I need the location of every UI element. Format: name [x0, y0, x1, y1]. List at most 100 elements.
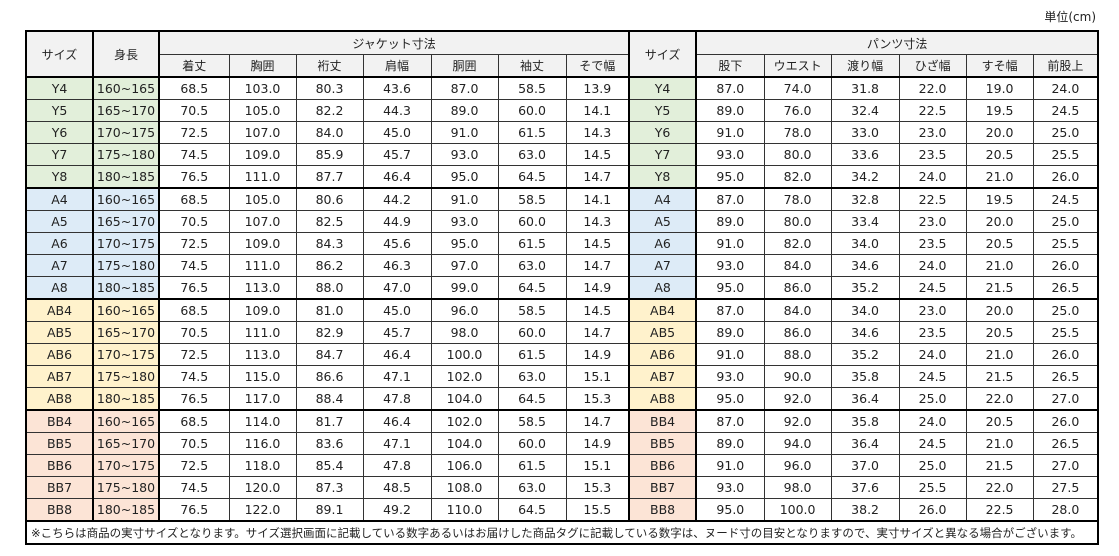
- jacket-value: 45.7: [362, 143, 432, 166]
- header-pants-col: 股下: [695, 54, 765, 78]
- jacket-value: 14.3: [565, 210, 631, 233]
- jacket-value: 70.5: [158, 99, 230, 122]
- height-cell: 165~170: [92, 321, 160, 344]
- jacket-value: 84.0: [295, 121, 364, 144]
- pants-value: 32.4: [830, 99, 900, 122]
- jacket-value: 116.0: [228, 432, 297, 455]
- jacket-value: 58.5: [497, 298, 567, 322]
- footnote: ※こちらは商品の実寸サイズとなります。サイズ選択画面に記載している数字あるいはお…: [25, 520, 1099, 545]
- pants-value: 91.0: [695, 454, 765, 477]
- pants-value: 78.0: [763, 121, 832, 144]
- jacket-value: 96.0: [430, 298, 499, 322]
- pants-value: 24.5: [898, 432, 967, 455]
- jacket-value: 68.5: [158, 187, 230, 211]
- pants-value: 26.5: [1032, 276, 1099, 300]
- size-cell: BB5: [25, 432, 94, 455]
- size-cell: BB4: [25, 409, 94, 433]
- size-cell: BB6: [25, 454, 94, 477]
- table-row: A4 160~165 68.5 105.0 80.6 44.2 91.0 58.5 14.1 A4…: [25, 187, 1099, 211]
- pants-value: 21.5: [965, 365, 1034, 388]
- height-cell: 165~170: [92, 432, 160, 455]
- pants-value: 21.5: [965, 454, 1034, 477]
- pants-value: 34.2: [830, 165, 900, 189]
- jacket-value: 102.0: [430, 409, 499, 433]
- jacket-value: 44.3: [362, 99, 432, 122]
- jacket-value: 72.5: [158, 232, 230, 255]
- jacket-value: 85.4: [295, 454, 364, 477]
- height-cell: 160~165: [92, 187, 160, 211]
- table-row: AB6 170~175 72.5 113.0 84.7 46.4 100.0 61.5 14.9…: [25, 343, 1099, 366]
- size-cell-pants: A4: [628, 187, 698, 211]
- jacket-value: 14.1: [565, 99, 631, 122]
- pants-value: 34.0: [830, 232, 900, 255]
- jacket-value: 72.5: [158, 454, 230, 477]
- unit-label: 単位(cm): [1044, 10, 1096, 24]
- pants-value: 87.0: [695, 409, 765, 433]
- jacket-value: 89.0: [430, 99, 499, 122]
- pants-value: 26.0: [1032, 343, 1099, 366]
- pants-value: 21.5: [965, 276, 1034, 300]
- jacket-value: 91.0: [430, 121, 499, 144]
- pants-value: 95.0: [695, 498, 765, 522]
- pants-value: 27.0: [1032, 387, 1099, 411]
- jacket-value: 105.0: [228, 99, 297, 122]
- pants-value: 33.6: [830, 143, 900, 166]
- jacket-value: 70.5: [158, 432, 230, 455]
- pants-value: 22.0: [898, 76, 967, 100]
- jacket-value: 87.0: [430, 76, 499, 100]
- pants-value: 90.0: [763, 365, 832, 388]
- pants-value: 89.0: [695, 210, 765, 233]
- jacket-value: 60.0: [497, 321, 567, 344]
- jacket-value: 93.0: [430, 143, 499, 166]
- jacket-value: 47.1: [362, 432, 432, 455]
- jacket-value: 45.0: [362, 298, 432, 322]
- jacket-value: 46.4: [362, 165, 432, 189]
- jacket-value: 104.0: [430, 432, 499, 455]
- pants-value: 86.0: [763, 276, 832, 300]
- pants-value: 37.6: [830, 476, 900, 499]
- pants-value: 23.0: [898, 121, 967, 144]
- header-pants-col: ひざ幅: [898, 54, 967, 78]
- jacket-value: 76.5: [158, 498, 230, 522]
- jacket-value: 63.0: [497, 143, 567, 166]
- pants-value: 20.5: [965, 143, 1034, 166]
- pants-value: 24.0: [898, 343, 967, 366]
- jacket-value: 80.3: [295, 76, 364, 100]
- jacket-value: 106.0: [430, 454, 499, 477]
- jacket-value: 110.0: [430, 498, 499, 522]
- size-cell: A6: [25, 232, 94, 255]
- jacket-value: 58.5: [497, 187, 567, 211]
- jacket-value: 89.1: [295, 498, 364, 522]
- header-jacket-col: 着丈: [158, 54, 230, 78]
- table-row: A8 180~185 76.5 113.0 88.0 47.0 99.0 64.5 14.9 A8…: [25, 276, 1099, 300]
- jacket-value: 86.6: [295, 365, 364, 388]
- pants-value: 35.8: [830, 365, 900, 388]
- height-cell: 180~185: [92, 498, 160, 522]
- size-cell-pants: Y8: [628, 165, 698, 189]
- pants-value: 96.0: [763, 454, 832, 477]
- height-cell: 170~175: [92, 343, 160, 366]
- pants-value: 22.0: [965, 476, 1034, 499]
- header-pants-col: 渡り幅: [830, 54, 900, 78]
- pants-value: 87.0: [695, 298, 765, 322]
- pants-value: 87.0: [695, 187, 765, 211]
- pants-value: 25.5: [898, 476, 967, 499]
- size-chart-table: サイズ 身長 ジャケット寸法 サイズ パンツ寸法 着丈 胸囲 裄丈 肩幅 胴囲 袖丈 そで幅…: [25, 30, 1100, 545]
- size-cell: A4: [25, 187, 94, 211]
- height-cell: 180~185: [92, 276, 160, 300]
- pants-value: 34.6: [830, 254, 900, 277]
- header-height: 身長: [92, 30, 160, 78]
- pants-value: 35.8: [830, 409, 900, 433]
- jacket-value: 111.0: [228, 321, 297, 344]
- jacket-value: 109.0: [228, 143, 297, 166]
- pants-value: 22.5: [898, 187, 967, 211]
- pants-value: 35.2: [830, 343, 900, 366]
- size-cell-pants: BB6: [628, 454, 698, 477]
- jacket-value: 81.7: [295, 409, 364, 433]
- jacket-value: 115.0: [228, 365, 297, 388]
- jacket-value: 76.5: [158, 276, 230, 300]
- header-jacket-col: 胸囲: [228, 54, 297, 78]
- header-jacket-col: 袖丈: [497, 54, 567, 78]
- jacket-value: 83.6: [295, 432, 364, 455]
- jacket-value: 111.0: [228, 165, 297, 189]
